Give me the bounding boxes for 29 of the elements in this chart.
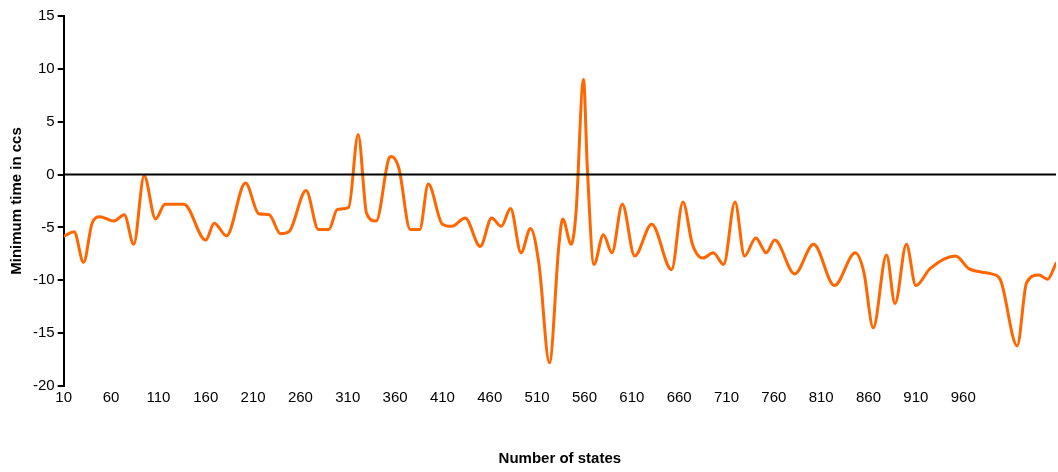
x-tick-label: 60 xyxy=(102,388,120,406)
x-tick-label: 460 xyxy=(477,388,503,406)
x-tick-label: 710 xyxy=(713,388,739,406)
y-tick-label: -5 xyxy=(41,217,55,235)
x-tick-label: 910 xyxy=(903,388,929,406)
x-tick-label: 110 xyxy=(146,388,171,406)
y-tick-label: 5 xyxy=(46,111,55,129)
y-tick-label: -20 xyxy=(32,376,55,394)
x-tick-label: 210 xyxy=(240,388,266,406)
x-tick-label: 560 xyxy=(571,388,597,406)
x-tick-label: 610 xyxy=(619,388,645,406)
x-tick-label: 860 xyxy=(856,388,882,406)
x-tick-label: 510 xyxy=(524,388,550,406)
y-tick-label: -10 xyxy=(32,270,55,288)
x-tick-label: 660 xyxy=(666,388,692,406)
x-tick-label: 360 xyxy=(382,388,408,406)
x-tick-label: 310 xyxy=(335,388,361,406)
y-tick-label: 10 xyxy=(37,59,55,76)
x-tick-label: 810 xyxy=(808,388,834,406)
x-tick-label: 260 xyxy=(287,388,313,406)
y-tick-label: 15 xyxy=(37,6,55,24)
x-tick-label: 160 xyxy=(193,388,219,406)
x-tick-label: 760 xyxy=(761,388,787,406)
y-axis-title: Minimum time in ccs xyxy=(7,127,25,275)
x-tick-label: 410 xyxy=(429,388,455,406)
y-tick-label: -15 xyxy=(32,323,55,341)
y-tick-label: 0 xyxy=(46,164,55,182)
x-axis-title: Number of states xyxy=(498,449,622,467)
x-tick-label: 960 xyxy=(950,388,976,406)
